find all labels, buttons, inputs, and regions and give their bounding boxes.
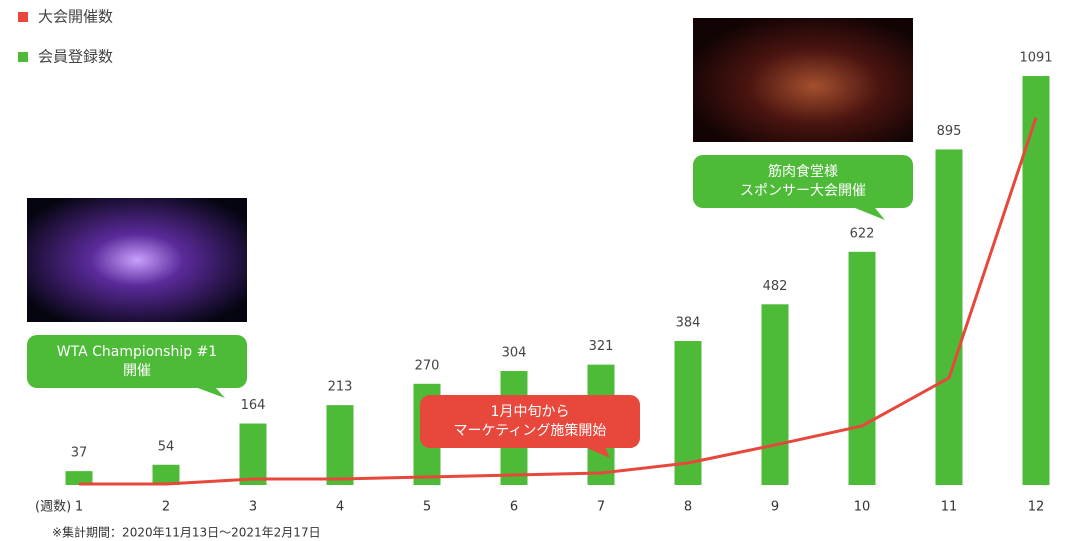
legend-label: 大会開催数 [38,8,113,26]
bar [935,149,963,485]
value-label: 895 [937,124,962,139]
value-label: 482 [763,279,788,294]
x-tick-label: 9 [771,500,779,515]
x-tick-label: 5 [423,500,431,515]
footnote: ※集計期間：2020年11月13日～2021年2月17日 [52,525,321,540]
x-tick-label: 11 [941,500,958,515]
bar [239,423,267,485]
bar [1022,75,1050,485]
callout-text: 筋肉食堂様 [768,163,838,180]
callout-text: スポンサー大会開催 [740,183,866,199]
callout-text: WTA Championship #1 [57,344,217,360]
line [79,117,1038,486]
value-label: 321 [589,339,614,354]
event-image [693,18,913,142]
value-label: 304 [502,346,527,361]
value-label: 213 [328,380,353,395]
event-image [27,198,247,322]
legend-label: 会員登録数 [38,48,113,66]
x-tick-label: 8 [684,500,692,515]
x-tick-label: 12 [1028,500,1045,515]
x-tick-label: 2 [162,500,170,515]
callout-tail [195,387,225,398]
callout-tail [855,208,885,220]
bar [761,304,789,485]
x-unit-label: (週数) [35,500,71,515]
x-tick-label: 6 [510,500,518,515]
bar [326,405,354,485]
bar [65,471,93,485]
value-label: 37 [71,446,88,461]
bar [152,464,180,485]
callout-text: 1月中旬から [491,404,570,420]
callout-box [27,335,247,388]
value-label: 164 [241,398,266,413]
bar [848,251,876,485]
x-tick-label: 1 [75,500,83,515]
x-tick-label: 3 [249,500,257,515]
callout-box [693,155,913,208]
legend-swatch [18,12,28,22]
value-label: 622 [850,226,875,241]
callout-tail [585,447,610,458]
value-label: 54 [158,439,175,454]
value-label: 270 [415,358,440,373]
x-tick-label: 10 [854,500,871,515]
callout-text: マーケティング施策開始 [454,422,607,439]
x-tick-label: 7 [597,500,605,515]
value-label: 384 [676,316,701,331]
value-label: 1091 [1019,50,1052,65]
callout-text: 開催 [123,363,151,379]
legend-swatch [18,52,28,62]
x-tick-label: 4 [336,500,344,515]
callout-box [420,395,640,448]
